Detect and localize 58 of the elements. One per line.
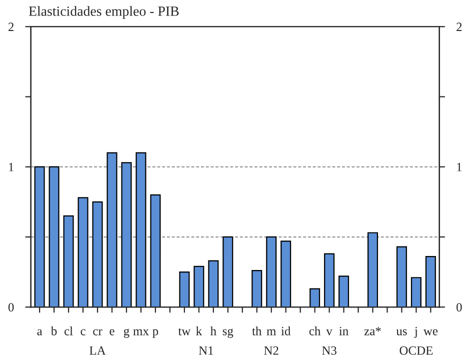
text: N2 bbox=[264, 346, 278, 355]
bar bbox=[252, 270, 262, 308]
y2-tick-label: 0 bbox=[456, 303, 462, 312]
bar bbox=[179, 271, 190, 308]
x-tick-label: v bbox=[326, 329, 332, 336]
bar bbox=[222, 236, 234, 308]
x-tick-label: h bbox=[210, 326, 216, 336]
bar bbox=[425, 256, 436, 308]
bar bbox=[78, 197, 88, 308]
x-tick-label: sg bbox=[222, 328, 234, 338]
bar bbox=[280, 240, 292, 308]
text: N3 bbox=[322, 346, 336, 355]
x-tick-label: a bbox=[37, 329, 42, 336]
bar bbox=[34, 166, 45, 308]
bar bbox=[310, 288, 320, 308]
x-tick-label: m bbox=[266, 329, 276, 336]
x-tick-label: us bbox=[396, 329, 407, 336]
y2-tick-label: 1 bbox=[457, 162, 462, 172]
x-tick-label: e bbox=[110, 329, 114, 336]
x-tick-label: ch bbox=[309, 326, 321, 336]
x-tick-label: p bbox=[152, 329, 158, 338]
x-tick-label: mx bbox=[133, 329, 149, 336]
text: N1 bbox=[198, 346, 214, 355]
text: LA bbox=[90, 346, 106, 355]
x-tick-label: tw bbox=[178, 328, 191, 336]
bar bbox=[194, 266, 204, 308]
bar bbox=[63, 215, 74, 308]
bar bbox=[136, 152, 146, 308]
chart-title: Elasticidades empleo - PIB bbox=[28, 6, 179, 19]
bar bbox=[208, 260, 219, 308]
bar bbox=[106, 152, 118, 308]
x-tick-label: k bbox=[196, 326, 202, 336]
x-tick-label: za* bbox=[364, 327, 381, 336]
x-tick-label: in bbox=[339, 326, 348, 336]
x-tick-label: cl bbox=[64, 326, 73, 336]
x-tick-label: c bbox=[80, 329, 86, 336]
bar bbox=[324, 253, 335, 308]
x-tick-label: j bbox=[414, 326, 417, 338]
x-tick-label: id bbox=[281, 326, 291, 336]
x-tick-label: we bbox=[423, 329, 438, 336]
bar bbox=[367, 232, 378, 308]
bar bbox=[121, 162, 132, 308]
x-tick-label: g bbox=[124, 328, 130, 338]
y-tick-label: 2 bbox=[8, 22, 14, 31]
y-tick-label: 1 bbox=[9, 162, 14, 172]
bar bbox=[396, 246, 407, 308]
y-tick-label: 0 bbox=[8, 303, 14, 312]
bar bbox=[338, 276, 350, 308]
bar bbox=[266, 236, 277, 308]
x-tick-label: cr bbox=[93, 329, 102, 336]
x-tick-label: th bbox=[252, 326, 262, 336]
bar bbox=[48, 166, 60, 308]
bar bbox=[150, 194, 161, 308]
x-tick-label: b bbox=[50, 326, 57, 336]
y2-tick-label: 2 bbox=[456, 22, 462, 31]
bar bbox=[92, 201, 103, 308]
bar bbox=[410, 277, 422, 308]
text: OCDE bbox=[400, 346, 433, 355]
